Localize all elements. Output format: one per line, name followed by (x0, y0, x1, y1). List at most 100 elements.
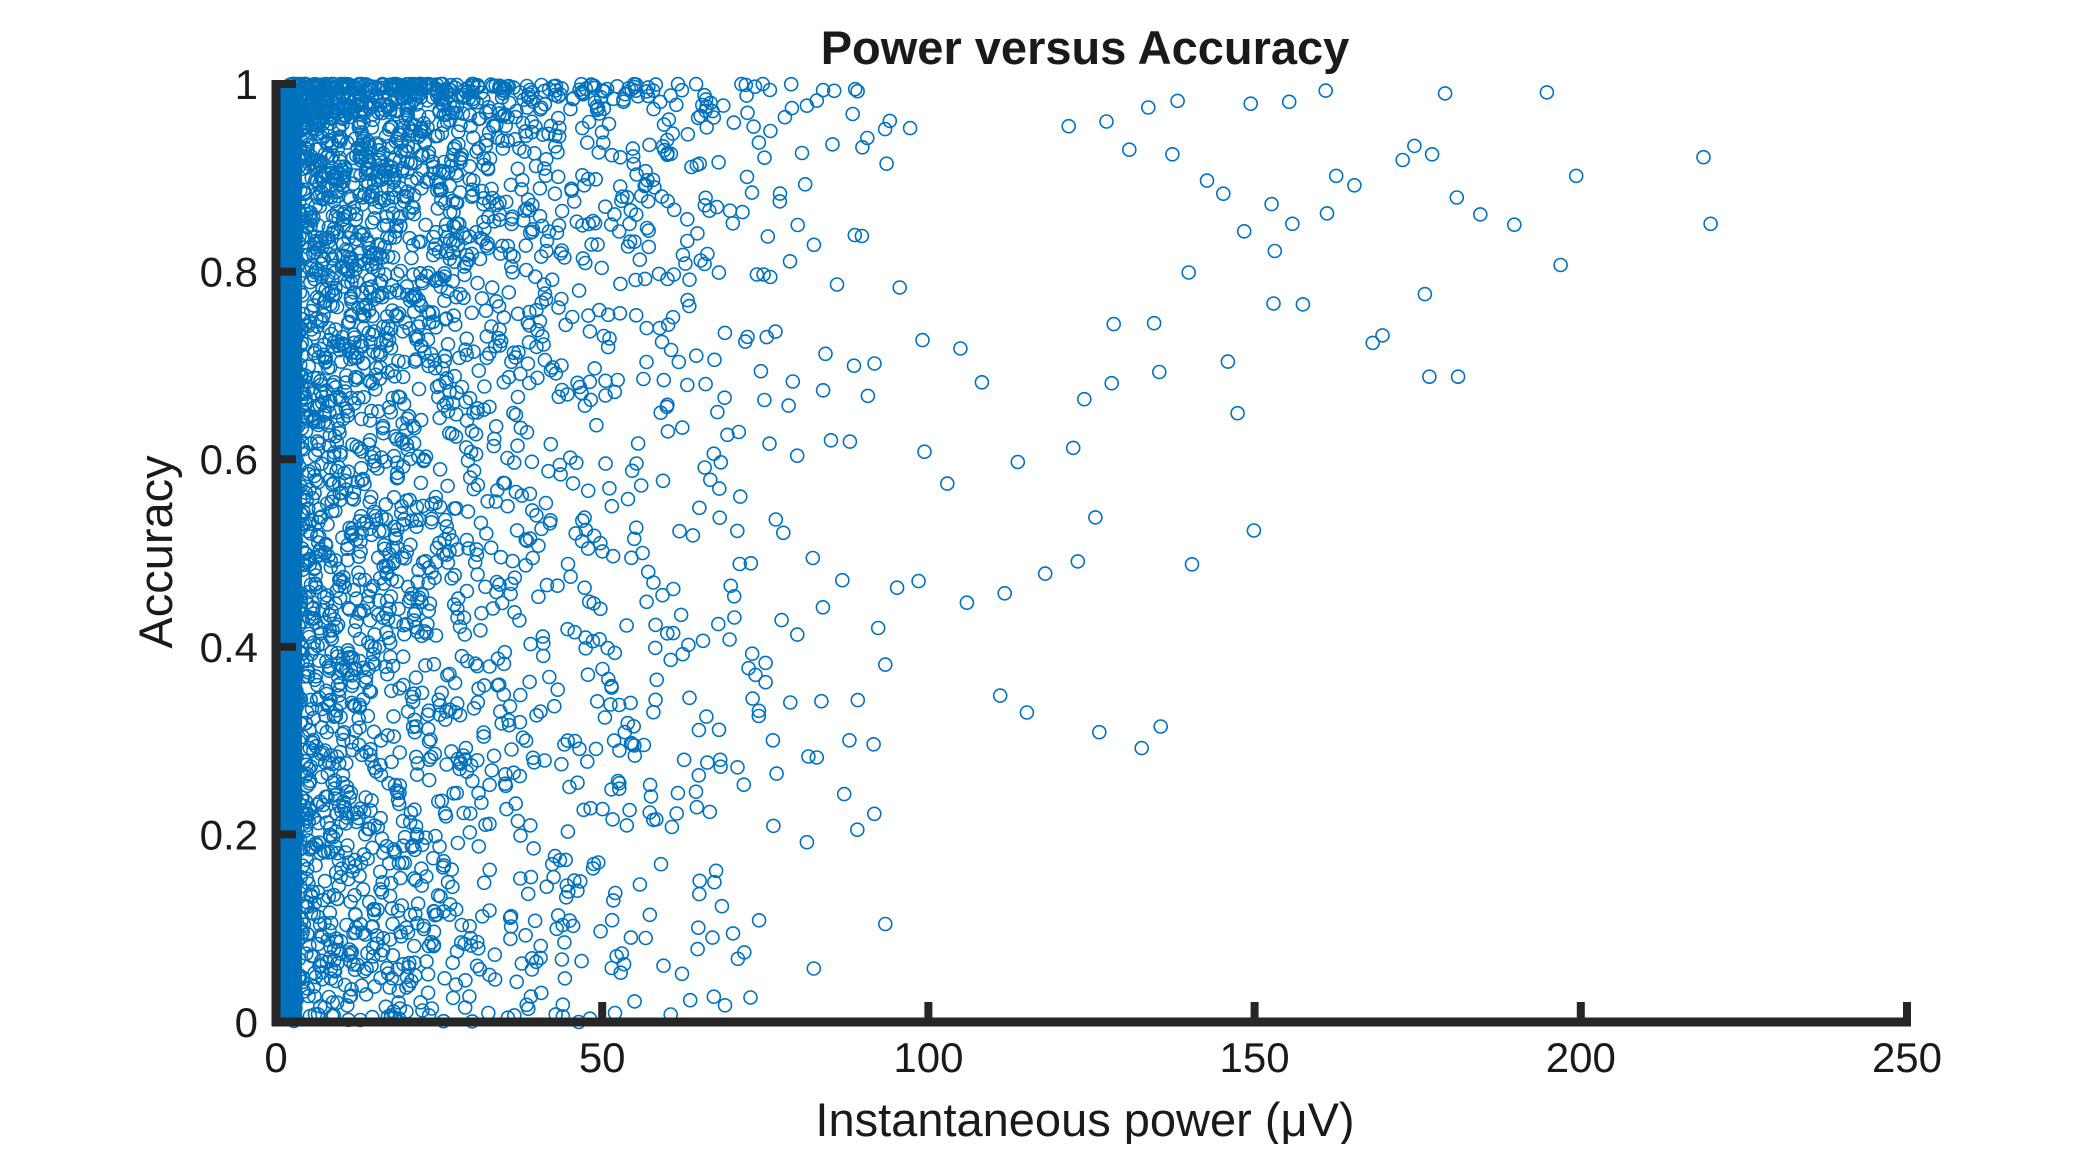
dense-marker (471, 363, 487, 379)
dense-marker (566, 194, 582, 209)
dense-marker (732, 556, 748, 572)
dense-marker (585, 633, 601, 649)
dense-marker (470, 275, 485, 291)
dense-marker (639, 220, 655, 236)
dense-marker (616, 94, 631, 109)
tick-labels: 0 50 100 150 200 250 0 0.2 0.4 0.6 0.8 1 (200, 61, 1942, 1081)
dense-marker (285, 988, 300, 1004)
dense-marker (539, 243, 554, 259)
dense-marker (302, 314, 318, 330)
dense-marker (655, 473, 671, 489)
dense-marker (442, 702, 458, 718)
data-point (1220, 354, 1236, 369)
dense-marker (710, 404, 725, 420)
dense-marker (472, 961, 488, 977)
dense-marker (492, 577, 507, 592)
dense-marker (464, 189, 479, 204)
dense-marker (453, 935, 469, 950)
dense-marker (299, 160, 315, 175)
dense-marker (348, 206, 364, 222)
dense-marker (355, 356, 371, 371)
data-point (707, 874, 722, 890)
dense-marker (334, 726, 350, 742)
dense-marker (547, 186, 563, 201)
dense-marker (309, 289, 325, 305)
dense-marker (488, 419, 504, 434)
dense-marker (432, 461, 448, 477)
dense-marker (753, 363, 769, 379)
dense-marker (324, 476, 340, 492)
dense-marker (353, 534, 368, 549)
dense-marker (768, 512, 784, 527)
dense-marker (474, 795, 489, 811)
dense-marker (338, 401, 354, 416)
dense-marker (681, 637, 696, 653)
dense-marker (501, 712, 516, 728)
dense-marker (362, 154, 377, 170)
dense-marker (698, 376, 713, 392)
dense-marker (595, 801, 610, 817)
dense-marker (317, 755, 333, 771)
dense-marker (454, 379, 470, 395)
dense-marker (580, 667, 596, 683)
dense-marker (581, 308, 596, 323)
dense-marker (451, 350, 467, 366)
dense-marker (531, 589, 546, 605)
data-point (1417, 286, 1433, 302)
dense-marker (655, 587, 670, 603)
dense-marker (306, 297, 321, 313)
dense-marker (581, 216, 597, 232)
dense-marker (498, 766, 513, 782)
dense-marker (513, 828, 528, 843)
data-point (1281, 94, 1297, 110)
dense-marker (392, 745, 408, 760)
dense-marker (574, 953, 589, 969)
dense-marker (327, 773, 343, 788)
dense-marker (651, 266, 667, 282)
dense-marker (604, 147, 620, 163)
dense-marker (598, 388, 613, 403)
dense-marker (522, 203, 537, 218)
data-point (845, 106, 861, 122)
dense-marker (375, 874, 391, 890)
dense-marker (391, 601, 406, 617)
dense-marker (522, 318, 537, 333)
dense-marker (365, 949, 381, 964)
dense-marker (386, 729, 402, 744)
dense-marker (577, 580, 592, 596)
dense-marker (293, 478, 308, 494)
dense-marker (433, 192, 449, 207)
dense-marker (401, 76, 416, 92)
dense-marker (352, 145, 368, 160)
dense-marker (366, 724, 382, 740)
dense-marker (458, 972, 473, 988)
dense-marker (661, 112, 677, 127)
dense-marker (392, 680, 407, 696)
dense-marker (432, 499, 448, 515)
dense-marker (335, 336, 351, 352)
dense-marker (517, 203, 533, 218)
dense-marker (442, 205, 458, 220)
dense-marker (503, 908, 519, 924)
dense-marker (310, 884, 326, 900)
dense-marker (413, 995, 428, 1010)
dense-marker (566, 91, 581, 106)
dense-marker (512, 768, 528, 784)
dense-marker (282, 526, 297, 542)
data-point (902, 120, 918, 136)
dense-marker (583, 800, 598, 816)
dense-marker (535, 648, 551, 664)
dense-marker (539, 577, 555, 593)
dense-marker (308, 233, 323, 249)
data-point (1216, 186, 1231, 201)
dense-marker (283, 102, 299, 117)
dense-marker (640, 564, 656, 580)
dense-marker (291, 375, 307, 391)
dense-marker (619, 818, 635, 833)
dense-marker (354, 227, 370, 243)
dense-marker (714, 898, 730, 914)
dense-marker (420, 120, 435, 135)
dense-marker (286, 899, 302, 914)
dense-marker (462, 918, 477, 934)
